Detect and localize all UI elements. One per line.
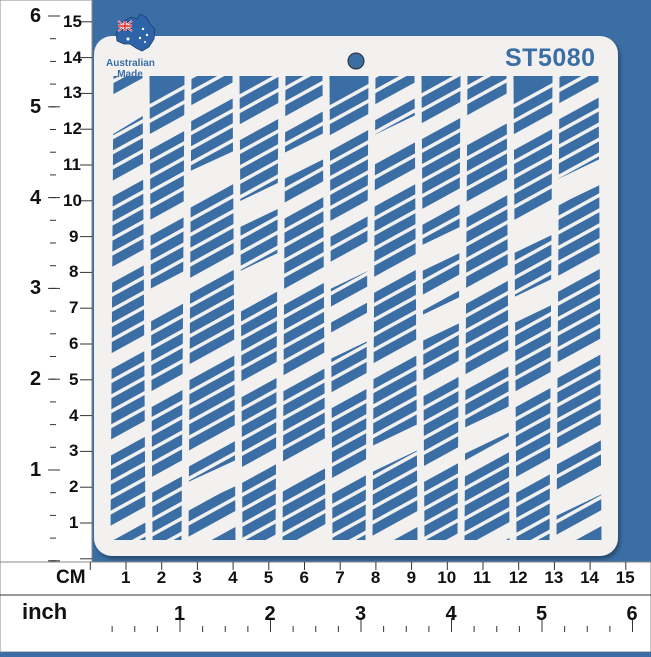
inch-unit-label: inch — [22, 599, 68, 624]
australian-made-label: Australian Made — [106, 58, 155, 80]
horizontal-cm-label: 5 — [263, 568, 274, 587]
herringbone-pattern — [110, 76, 602, 540]
cm-unit-label: CM — [56, 567, 86, 588]
vertical-cm-label: 3 — [69, 441, 79, 461]
horizontal-inch-label: 2 — [264, 603, 276, 625]
horizontal-inch-label: 5 — [536, 603, 548, 625]
vertical-cm-label: 11 — [63, 155, 81, 174]
horizontal-cm-label: 12 — [508, 568, 528, 587]
australian-made-line2: Made — [117, 69, 143, 80]
horizontal-cm-label: 10 — [437, 568, 457, 587]
horizontal-cm-label: 3 — [192, 568, 202, 587]
vertical-inch-label: 3 — [30, 277, 42, 300]
horizontal-inch-label: 1 — [174, 603, 186, 625]
australian-made-line1: Australian — [106, 58, 155, 69]
horizontal-cm-label: 15 — [615, 568, 635, 587]
vertical-cm-label: 2 — [69, 477, 79, 497]
vertical-cm-label: 15 — [63, 11, 82, 31]
vertical-cm-label: 14 — [63, 47, 82, 67]
horizontal-ruler — [0, 561, 651, 653]
vertical-cm-label: 9 — [69, 226, 79, 246]
vertical-inch-label: 1 — [30, 459, 42, 481]
horizontal-cm-label: 4 — [228, 568, 238, 587]
horizontal-cm-label: 13 — [544, 568, 564, 587]
vertical-cm-label: 10 — [63, 190, 82, 210]
vertical-cm-label: 12 — [63, 119, 82, 139]
horizontal-cm-label: 2 — [156, 568, 167, 587]
horizontal-inch-label: 3 — [355, 603, 367, 625]
vertical-inch-label: 6 — [30, 5, 42, 27]
vertical-cm-label: 7 — [69, 298, 79, 318]
horizontal-cm-label: 1 — [121, 568, 131, 587]
vertical-inch-label: 4 — [30, 186, 42, 209]
vertical-cm-label: 4 — [69, 405, 79, 425]
horizontal-cm-label: 8 — [370, 568, 381, 587]
horizontal-cm-label: 11 — [473, 568, 491, 587]
vertical-inch-label: 2 — [30, 368, 42, 391]
horizontal-inch-label: 6 — [626, 603, 638, 625]
horizontal-inch-label: 4 — [445, 603, 457, 625]
vertical-cm-label: 6 — [69, 334, 79, 353]
hanging-hole — [347, 52, 365, 70]
horizontal-cm-label: 9 — [406, 568, 417, 587]
horizontal-cm-label: 14 — [580, 568, 600, 587]
vertical-cm-label: 8 — [69, 262, 79, 282]
horizontal-cm-label: 6 — [299, 568, 309, 587]
vertical-cm-label: 13 — [63, 83, 82, 103]
vertical-cm-label: 1 — [69, 513, 79, 532]
product-code: ST5080 — [505, 44, 596, 72]
horizontal-cm-label: 7 — [335, 568, 345, 587]
vertical-inch-label: 5 — [30, 95, 42, 118]
australia-map-flag-icon — [115, 13, 156, 52]
vertical-cm-label: 5 — [69, 369, 79, 389]
